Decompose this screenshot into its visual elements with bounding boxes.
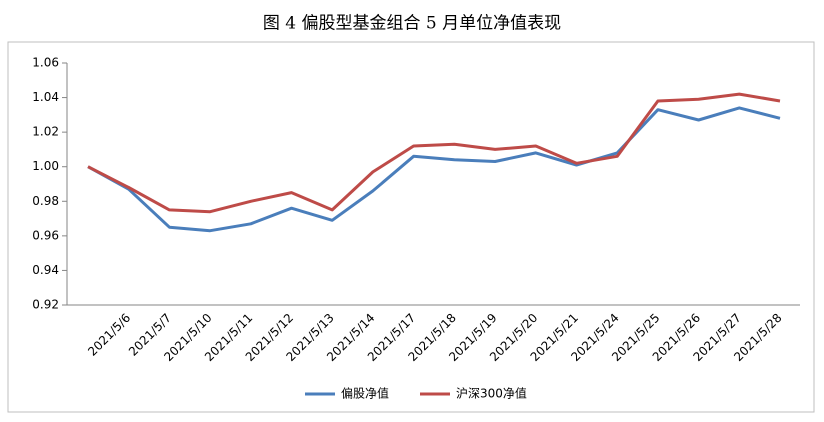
chart-frame — [7, 41, 815, 413]
y-tick-label: 0.94 — [32, 263, 59, 277]
series-line — [87, 106, 781, 233]
y-tick-label: 1.06 — [32, 56, 59, 70]
chart-title: 图 4 偏股型基金组合 5 月单位净值表现 — [263, 14, 561, 34]
y-tick-label: 0.98 — [32, 194, 59, 208]
y-tick-label: 1.00 — [32, 159, 59, 173]
x-tick-label: 2021/5/6 — [85, 311, 133, 359]
y-tick-label: 1.04 — [32, 90, 59, 104]
series-line — [87, 92, 781, 214]
y-tick-label: 1.02 — [32, 125, 59, 139]
y-tick-label: 0.92 — [32, 298, 59, 312]
legend-label: 沪深300净值 — [456, 386, 527, 401]
y-tick-label: 0.96 — [32, 228, 59, 242]
legend-label: 偏股净值 — [341, 386, 389, 401]
